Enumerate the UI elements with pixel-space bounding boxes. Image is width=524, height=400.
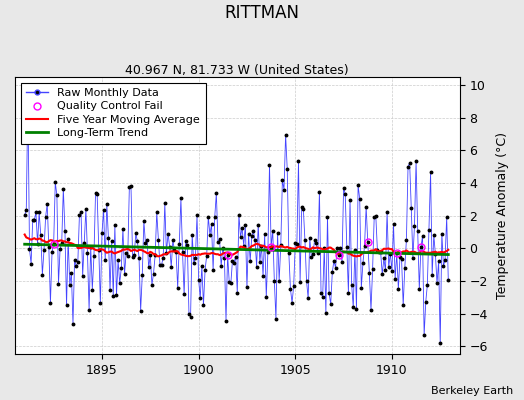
Text: Berkeley Earth: Berkeley Earth <box>431 386 514 396</box>
Text: RITTMAN: RITTMAN <box>224 4 300 22</box>
Y-axis label: Temperature Anomaly (°C): Temperature Anomaly (°C) <box>496 132 509 299</box>
Legend: Raw Monthly Data, Quality Control Fail, Five Year Moving Average, Long-Term Tren: Raw Monthly Data, Quality Control Fail, … <box>20 82 205 144</box>
Title: 40.967 N, 81.733 W (United States): 40.967 N, 81.733 W (United States) <box>125 64 349 77</box>
